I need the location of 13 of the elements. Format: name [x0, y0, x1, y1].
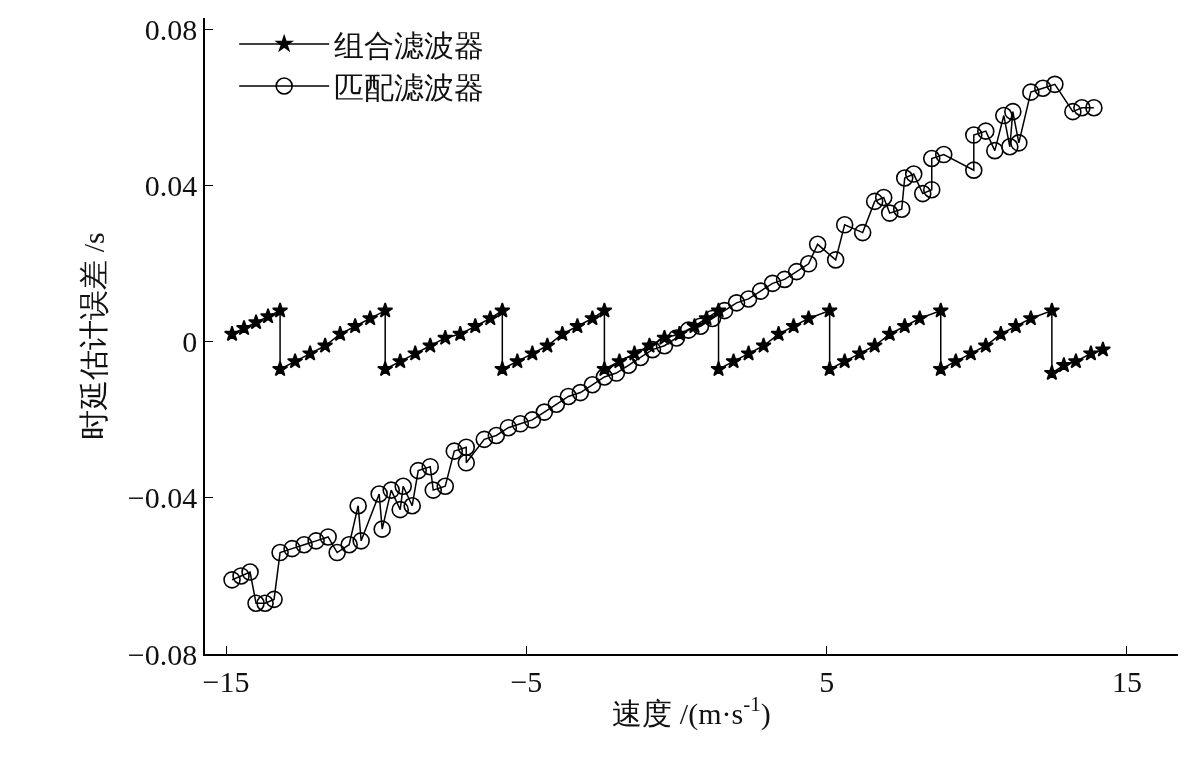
- x-tick-label: −15: [202, 664, 250, 698]
- y-tick-label: −0.08: [127, 637, 198, 671]
- y-tick-label: 0.08: [144, 13, 198, 47]
- x-tick-label: 5: [819, 664, 835, 698]
- legend-label: 匹配滤波器: [334, 70, 485, 104]
- x-tick-label: −5: [510, 664, 543, 698]
- x-axis-title: 速度 /(m·s$^{-1}$): [612, 692, 771, 731]
- y-axis-title: 时延估计误差 /s: [77, 232, 111, 440]
- y-tick-label: −0.04: [127, 481, 198, 515]
- x-tick-label: 15: [1111, 664, 1142, 698]
- y-tick-label: 0.04: [144, 169, 198, 203]
- y-tick-label: 0: [182, 325, 198, 359]
- legend-label: 组合滤波器: [334, 28, 485, 62]
